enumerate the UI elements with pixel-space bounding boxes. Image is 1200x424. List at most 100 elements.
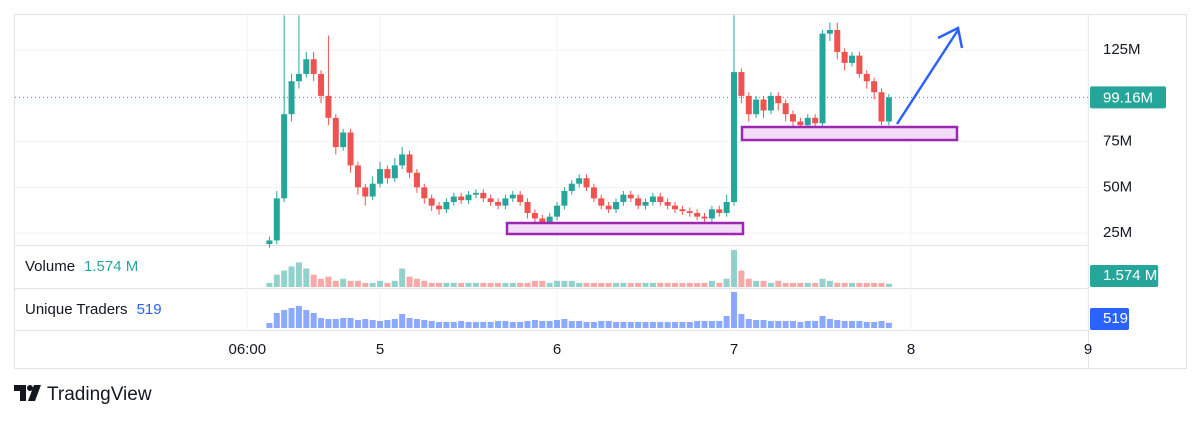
traders-bar: [760, 320, 767, 328]
x-tick-label: 9: [1084, 341, 1092, 358]
volume-bar: [701, 282, 708, 287]
candle-body: [871, 81, 878, 93]
traders-bar: [642, 322, 649, 328]
volume-bar: [318, 278, 325, 287]
candle-body: [406, 154, 413, 173]
volume-bar: [502, 282, 509, 287]
traders-bar: [369, 320, 376, 328]
candle-body: [672, 205, 679, 210]
traders-bar: [686, 322, 693, 328]
volume-bar: [340, 278, 347, 287]
volume-bar: [303, 268, 310, 287]
volume-bar: [775, 280, 782, 287]
volume-bar: [480, 282, 487, 287]
volume-bar: [590, 282, 597, 287]
candle-body: [472, 192, 479, 195]
volume-bar: [568, 280, 575, 287]
candle-body: [708, 209, 715, 219]
volume-bar: [509, 282, 516, 287]
volume-bar: [391, 280, 398, 287]
volume-bar: [465, 282, 472, 287]
candle-body: [450, 196, 457, 203]
candle-body: [568, 183, 575, 192]
candle-body: [613, 202, 620, 210]
candle-body: [760, 99, 767, 111]
volume-bar: [627, 282, 634, 287]
candle-body: [856, 55, 863, 74]
candle-body: [738, 72, 745, 96]
traders-bar: [399, 314, 406, 328]
candle-body: [790, 114, 797, 122]
candle-body: [458, 196, 465, 201]
volume-bar: [450, 282, 457, 287]
arrow-head: [937, 26, 964, 49]
traders-bar: [613, 322, 620, 328]
volume-bar: [524, 282, 531, 287]
volume-bar: [428, 282, 435, 287]
candle-body: [723, 202, 730, 213]
traders-bar: [509, 322, 516, 328]
candle-body: [775, 95, 782, 104]
volume-bar: [347, 280, 354, 287]
candle-body: [436, 205, 443, 210]
x-tick-label: 06:00: [229, 341, 267, 358]
brand: TradingView: [47, 384, 152, 405]
volume-bar: [635, 282, 642, 287]
volume-bar: [708, 280, 715, 287]
volume-bar: [436, 282, 443, 287]
trend-arrow: [895, 29, 960, 125]
volume-bar: [790, 282, 797, 287]
volume-bar: [354, 280, 361, 287]
volume-bar: [723, 278, 730, 287]
candle-body: [281, 114, 288, 199]
volume-bar: [495, 282, 502, 287]
volume-bar: [399, 268, 406, 287]
traders-legend-name: Unique Traders: [25, 301, 128, 318]
candle-body: [539, 218, 546, 223]
candle-body: [841, 51, 848, 63]
volume-bar: [531, 280, 538, 287]
traders-bar: [664, 322, 671, 328]
candle-body: [517, 194, 524, 203]
traders-bar: [701, 321, 708, 328]
support-box: [740, 125, 959, 142]
volume-bar: [812, 282, 819, 287]
traders-bar: [318, 318, 325, 328]
candle-body: [502, 198, 509, 206]
traders-bar: [273, 313, 280, 328]
traders-bar: [303, 310, 310, 328]
last-price-label: 99.16M: [1103, 89, 1153, 106]
candle-body: [797, 121, 804, 126]
traders-bar: [340, 318, 347, 328]
traders-bar: [443, 322, 450, 328]
traders-bar: [472, 322, 479, 328]
candle-body: [509, 194, 516, 199]
candle-body: [318, 73, 325, 96]
candle-body: [642, 202, 649, 206]
y-tick-label: 50M: [1103, 178, 1132, 195]
traders-bar: [834, 320, 841, 328]
candle-body: [649, 196, 656, 203]
candle-body: [745, 95, 752, 115]
candle-body: [716, 209, 723, 213]
traders-bar: [347, 318, 354, 328]
traders-bar: [590, 322, 597, 328]
volume-bar: [384, 282, 391, 287]
traders-bar: [849, 321, 856, 328]
traders-bar: [406, 318, 413, 328]
traders-bar: [517, 322, 524, 328]
candle-body: [627, 194, 634, 199]
traders-bar: [546, 321, 553, 328]
traders-bar: [554, 320, 561, 328]
volume-bar: [885, 283, 892, 287]
volume-bar: [871, 282, 878, 287]
candle-body: [332, 117, 339, 148]
candle-body: [354, 165, 361, 188]
traders-bar: [679, 322, 686, 328]
candle-body: [576, 178, 583, 184]
candle-body: [598, 198, 605, 206]
x-tick-label: 7: [730, 341, 738, 358]
candle-body: [635, 198, 642, 206]
volume-legend-value: 1.574 M: [84, 258, 138, 275]
traders-bar: [708, 321, 715, 328]
